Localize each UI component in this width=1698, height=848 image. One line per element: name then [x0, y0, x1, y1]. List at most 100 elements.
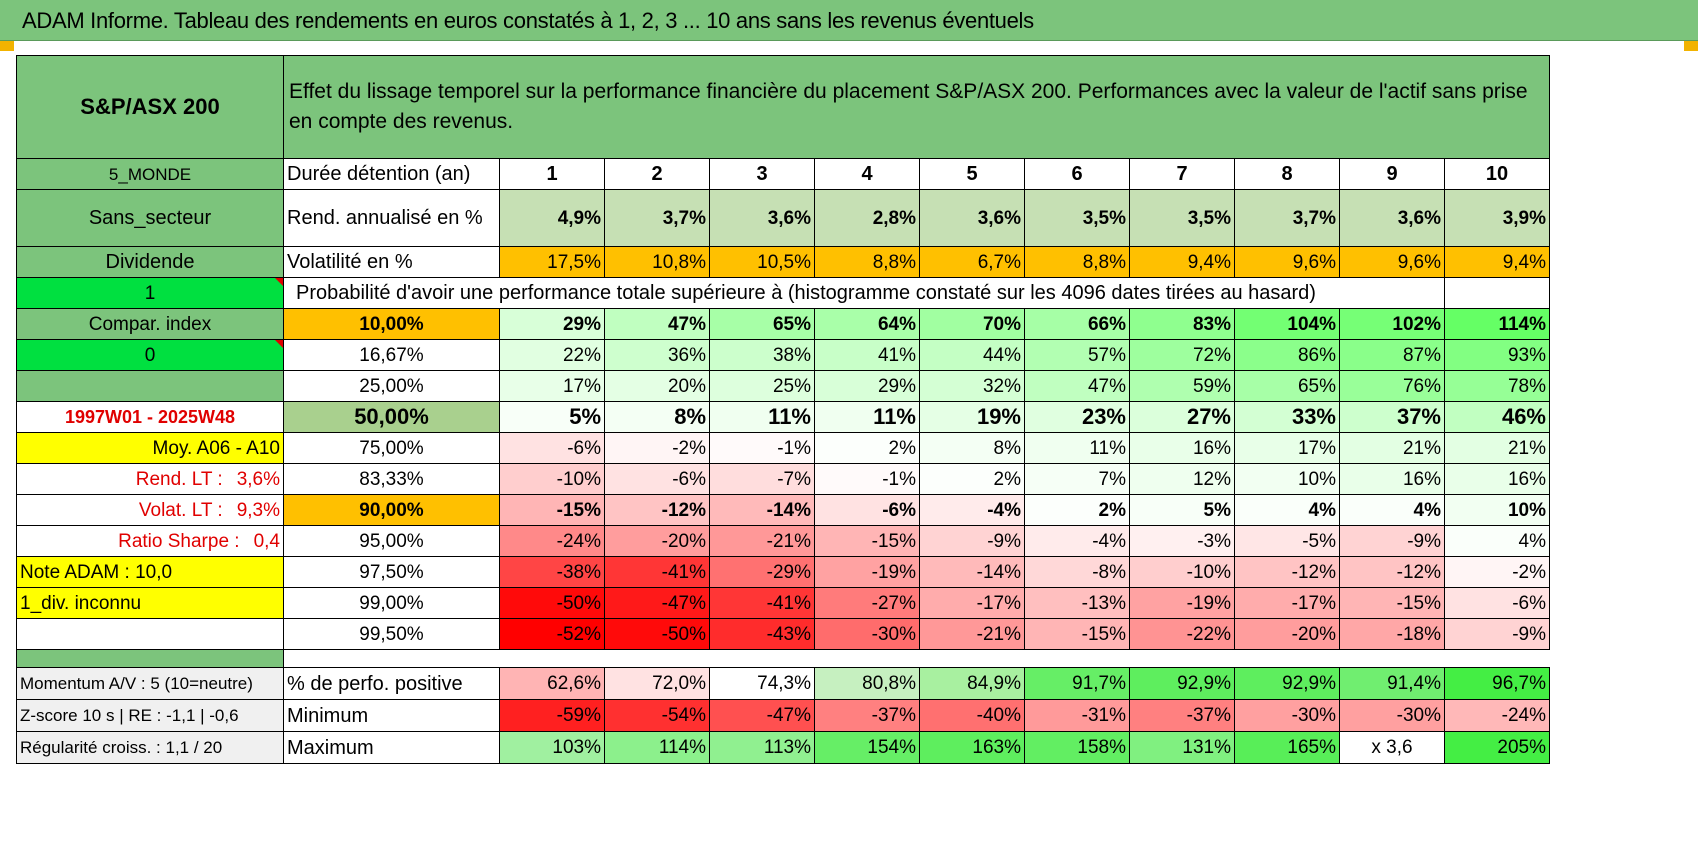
quantile-value: 86% — [1234, 339, 1340, 371]
quantile-value: 2% — [1024, 494, 1130, 526]
bottom-value: 74,3% — [709, 667, 815, 700]
quantile-value: 114% — [1444, 308, 1550, 340]
bottom-value: 96,7% — [1444, 667, 1550, 700]
quantile-label: 90,00% — [283, 494, 500, 526]
vol-value: 6,7% — [919, 246, 1025, 278]
quantile-value: -43% — [709, 618, 815, 650]
bottom-value: -47% — [709, 699, 815, 732]
quantile-value: -9% — [919, 525, 1025, 557]
quantile-value: 19% — [919, 401, 1025, 433]
bottom-value: -30% — [1339, 699, 1445, 732]
quantile-value: -6% — [604, 463, 710, 495]
quantile-label: 95,00% — [283, 525, 500, 557]
index-name-cell: S&P/ASX 200 — [16, 55, 284, 159]
rend-value: 3,7% — [1234, 189, 1340, 247]
bottom-value: 72,0% — [604, 667, 710, 700]
quantile-value: 70% — [919, 308, 1025, 340]
year-header: 9 — [1339, 158, 1445, 190]
bottom-left-cell: Z-score 10 s | RE : -1,1 | -0,6 — [16, 699, 284, 732]
year-header: 5 — [919, 158, 1025, 190]
quantile-value: -15% — [1024, 618, 1130, 650]
year-header: 1 — [499, 158, 605, 190]
bottom-value: -24% — [1444, 699, 1550, 732]
quantile-value: 46% — [1444, 401, 1550, 433]
quantile-value: 27% — [1129, 401, 1235, 433]
quantile-value: 76% — [1339, 370, 1445, 402]
quantile-value: 57% — [1024, 339, 1130, 371]
quantile-value: 93% — [1444, 339, 1550, 371]
note-adam-cell: Note ADAM : 10,0 — [16, 556, 284, 588]
quantile-value: 41% — [814, 339, 920, 371]
quantile-value: -30% — [814, 618, 920, 650]
quantile-value: 66% — [1024, 308, 1130, 340]
rend-value: 3,7% — [604, 189, 710, 247]
quantile-value: -50% — [604, 618, 710, 650]
quantile-value: 7% — [1024, 463, 1130, 495]
moy-cell: Moy. A06 - A10 — [16, 432, 284, 464]
quantile-value: -18% — [1339, 618, 1445, 650]
dividende-value-cell[interactable]: 1 — [16, 277, 284, 309]
dividende-cell: Dividende — [16, 246, 284, 278]
empty-cell — [16, 618, 284, 650]
quantile-label: 10,00% — [283, 308, 500, 340]
bottom-value: 165% — [1234, 731, 1340, 764]
bottom-value: 114% — [604, 731, 710, 764]
quantile-value: -1% — [709, 432, 815, 464]
quantile-value: 36% — [604, 339, 710, 371]
bottom-value: -30% — [1234, 699, 1340, 732]
vol-value: 8,8% — [814, 246, 920, 278]
year-header: 3 — [709, 158, 815, 190]
quantile-value: -4% — [1024, 525, 1130, 557]
quantile-label: 16,67% — [283, 339, 500, 371]
quantile-value: -9% — [1444, 618, 1550, 650]
quantile-value: 5% — [1129, 494, 1235, 526]
quantile-value: -22% — [1129, 618, 1235, 650]
bottom-value: -31% — [1024, 699, 1130, 732]
quantile-value: 11% — [814, 401, 920, 433]
vol-value: 9,4% — [1444, 246, 1550, 278]
bottom-value: 131% — [1129, 731, 1235, 764]
quantile-value: 33% — [1234, 401, 1340, 433]
sharpe-cell-value: 0,4 — [253, 530, 280, 552]
quantile-value: 21% — [1339, 432, 1445, 464]
bottom-left-cell: Momentum A/V : 5 (10=neutre) — [16, 667, 284, 700]
quantile-value: 65% — [1234, 370, 1340, 402]
quantile-label: 83,33% — [283, 463, 500, 495]
bottom-value: 62,6% — [499, 667, 605, 700]
spacer-cell — [284, 650, 1550, 668]
quantile-value: 25% — [709, 370, 815, 402]
quantile-value: 2% — [814, 432, 920, 464]
quantile-value: -5% — [1234, 525, 1340, 557]
quantile-value: -17% — [1234, 587, 1340, 619]
quantile-value: -29% — [709, 556, 815, 588]
quantile-value: 38% — [709, 339, 815, 371]
bottom-label-cell: Maximum — [283, 731, 500, 764]
quantile-value: -2% — [1444, 556, 1550, 588]
rend-lt-cell-label: Rend. LT : — [135, 468, 223, 490]
title-bar: ADAM Informe. Tableau des rendements en … — [0, 0, 1698, 41]
quantile-value: -47% — [604, 587, 710, 619]
quantile-value: 102% — [1339, 308, 1445, 340]
vol-value: 9,6% — [1234, 246, 1340, 278]
bottom-value: 92,9% — [1234, 667, 1340, 700]
quantile-value: 21% — [1444, 432, 1550, 464]
quantile-value: 8% — [919, 432, 1025, 464]
quantile-value: 5% — [499, 401, 605, 433]
quantile-value: 104% — [1234, 308, 1340, 340]
report-title: ADAM Informe. Tableau des rendements en … — [22, 8, 1034, 33]
bottom-left-cell: Régularité croiss. : 1,1 / 20 — [16, 731, 284, 764]
quantile-value: 4% — [1339, 494, 1445, 526]
period-cell: 1997W01 - 2025W48 — [16, 401, 284, 433]
quantile-value: -1% — [814, 463, 920, 495]
compar-value-cell[interactable]: 0 — [16, 339, 284, 371]
quantile-value: 16% — [1444, 463, 1550, 495]
quantile-value: 72% — [1129, 339, 1235, 371]
quantile-value: 47% — [1024, 370, 1130, 402]
quantile-value: -41% — [604, 556, 710, 588]
bottom-value: 154% — [814, 731, 920, 764]
bottom-value: 91,4% — [1339, 667, 1445, 700]
quantile-value: 64% — [814, 308, 920, 340]
quantile-value: -50% — [499, 587, 605, 619]
rend-value: 2,8% — [814, 189, 920, 247]
quantile-value: -10% — [1129, 556, 1235, 588]
